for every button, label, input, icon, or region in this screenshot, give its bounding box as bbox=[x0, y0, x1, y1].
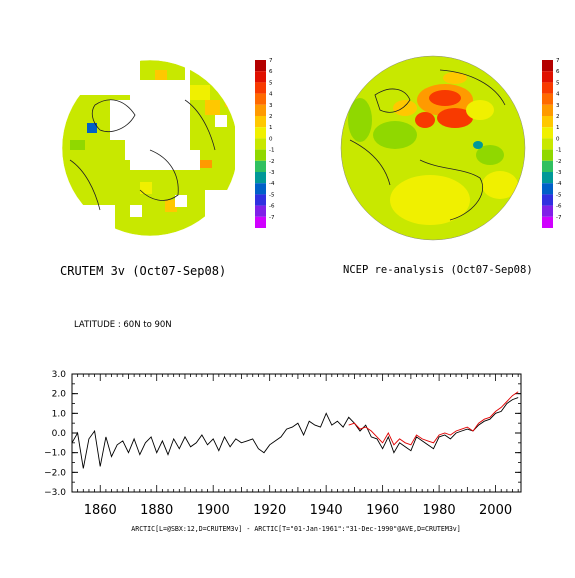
colorbar-label: -7 bbox=[556, 215, 562, 221]
colorbar-label: 2 bbox=[556, 114, 560, 120]
crutem-map-title: CRUTEM 3v (Oct07-Sep08) bbox=[60, 264, 227, 278]
ncep-series-line bbox=[348, 391, 519, 446]
colorbar-swatch bbox=[542, 149, 553, 161]
colorbar-label: -6 bbox=[556, 204, 562, 210]
colorbar-label: 5 bbox=[556, 80, 560, 86]
colorbar-label: -6 bbox=[269, 204, 275, 210]
colorbar-label: 1 bbox=[269, 125, 273, 131]
crutem-map bbox=[61, 59, 239, 237]
y-tick-label: 1.0 bbox=[52, 409, 67, 419]
colorbar-label: -3 bbox=[269, 170, 275, 176]
colorbar-label: 4 bbox=[269, 92, 273, 98]
colorbar-swatch bbox=[255, 116, 266, 128]
colorbar-swatch bbox=[542, 60, 553, 72]
crutem-colorbar: 7 6 5 4 3 2 1 0 -1 -2 -3 -4 -5 -6 -7 bbox=[255, 58, 275, 228]
x-axis: 1860 1880 1900 1920 1940 1960 1980 2000 bbox=[71, 374, 519, 518]
x-tick-label: 1860 bbox=[84, 503, 117, 518]
colorbar-swatch bbox=[255, 127, 266, 139]
colorbar-label: -1 bbox=[269, 148, 274, 154]
y-tick-label: 0.0 bbox=[52, 429, 67, 439]
colorbar-label: 4 bbox=[556, 92, 560, 98]
x-tick-label: 1920 bbox=[253, 503, 286, 518]
colorbar-swatch bbox=[255, 216, 266, 228]
x-tick-label: 1880 bbox=[140, 503, 173, 518]
y-axis: 3.0 2.0 1.0 0.0 −1.0 −2.0 −3.0 bbox=[44, 370, 521, 498]
colorbar-label: -4 bbox=[556, 181, 562, 187]
colorbar-label: 1 bbox=[556, 125, 560, 131]
colorbar-swatch bbox=[255, 138, 266, 150]
y-tick-label: 3.0 bbox=[52, 370, 67, 380]
colorbar-swatch bbox=[255, 104, 266, 116]
series-lines bbox=[71, 391, 519, 469]
colorbar-label: -2 bbox=[269, 159, 274, 165]
colorbar-label: 2 bbox=[269, 114, 273, 120]
colorbar-swatch bbox=[542, 172, 553, 184]
colorbar-swatch bbox=[255, 172, 266, 184]
colorbar-label: 3 bbox=[269, 103, 273, 109]
latitude-label: LATITUDE : 60N to 90N bbox=[74, 320, 172, 330]
colorbar-swatch bbox=[255, 160, 266, 172]
colorbar-label: 6 bbox=[269, 69, 273, 75]
colorbar-label: -2 bbox=[556, 159, 561, 165]
colorbar-swatch bbox=[255, 93, 266, 105]
colorbar-swatch bbox=[542, 71, 553, 83]
colorbar-swatch bbox=[542, 127, 553, 139]
colorbar-label: 7 bbox=[269, 58, 273, 64]
ncep-colorbar: 7 6 5 4 3 2 1 0 -1 -2 -3 -4 -5 -6 -7 bbox=[542, 58, 562, 228]
timeseries-chart: 3.0 2.0 1.0 0.0 −1.0 −2.0 −3.0 1860 1880 1900 192… bbox=[44, 370, 522, 533]
crutem-series-line bbox=[71, 397, 519, 469]
colorbar-swatch bbox=[255, 194, 266, 206]
x-tick-label: 1960 bbox=[366, 503, 399, 518]
colorbar-label: -5 bbox=[556, 192, 562, 198]
x-tick-label: 1940 bbox=[310, 503, 343, 518]
x-tick-label: 1900 bbox=[197, 503, 230, 518]
ncep-map-title: NCEP re-analysis (Oct07-Sep08) bbox=[343, 264, 533, 276]
colorbar-swatch bbox=[542, 216, 553, 228]
colorbar-label: 5 bbox=[269, 80, 273, 86]
colorbar-label: -3 bbox=[556, 170, 562, 176]
y-tick-label: −2.0 bbox=[44, 468, 66, 478]
colorbar-swatch bbox=[542, 138, 553, 150]
colorbar-swatch bbox=[542, 104, 553, 116]
y-tick-label: −3.0 bbox=[44, 488, 66, 498]
colorbar-label: 6 bbox=[556, 69, 560, 75]
colorbar-label: 3 bbox=[556, 103, 560, 109]
ncep-map bbox=[340, 55, 526, 241]
colorbar-swatch bbox=[542, 116, 553, 128]
colorbar-swatch bbox=[255, 205, 266, 217]
colorbar-swatch bbox=[542, 93, 553, 105]
colorbar-swatch bbox=[542, 205, 553, 217]
colorbar-label: 7 bbox=[556, 58, 560, 64]
colorbar-swatch bbox=[255, 149, 266, 161]
colorbar-swatch bbox=[255, 82, 266, 94]
colorbar-label: 0 bbox=[556, 136, 560, 142]
y-tick-label: −1.0 bbox=[44, 449, 66, 459]
colorbar-label: -4 bbox=[269, 181, 275, 187]
x-tick-label: 2000 bbox=[479, 503, 512, 518]
x-axis-label: ARCTIC[L=@SBX:12,D=CRUTEM3v] - ARCTIC[T=… bbox=[131, 525, 461, 533]
colorbar-label: 0 bbox=[269, 136, 273, 142]
colorbar-label: -1 bbox=[556, 148, 561, 154]
colorbar-swatch bbox=[255, 71, 266, 83]
colorbar-swatch bbox=[542, 160, 553, 172]
colorbar-swatch bbox=[255, 183, 266, 195]
y-tick-label: 2.0 bbox=[52, 390, 67, 400]
x-tick-label: 1980 bbox=[423, 503, 456, 518]
colorbar-swatch bbox=[542, 194, 553, 206]
colorbar-swatch bbox=[255, 60, 266, 72]
colorbar-label: -7 bbox=[269, 215, 275, 221]
colorbar-swatch bbox=[542, 82, 553, 94]
colorbar-label: -5 bbox=[269, 192, 275, 198]
colorbar-swatch bbox=[542, 183, 553, 195]
